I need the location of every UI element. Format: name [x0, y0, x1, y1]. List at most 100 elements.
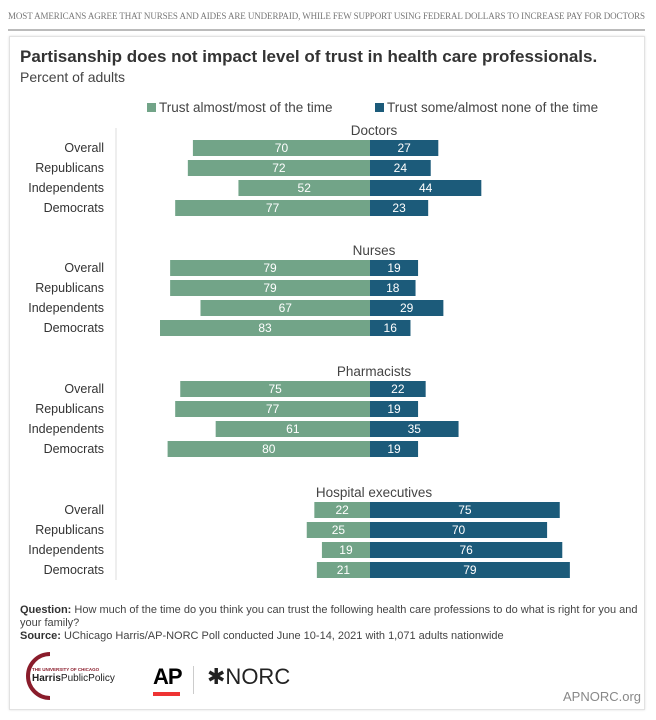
bar-distrust [370, 421, 459, 437]
bar-distrust [370, 200, 429, 216]
bar-distrust [370, 180, 482, 196]
category-label: Republicans [35, 161, 104, 175]
data-label: 83 [258, 321, 272, 335]
bar-distrust [370, 140, 439, 156]
chart-title: Partisanship does not impact level of tr… [20, 47, 598, 66]
category-label: Overall [64, 141, 104, 155]
data-label: 22 [335, 503, 349, 517]
data-label: 29 [400, 301, 414, 315]
svg-text:HarrisPublicPolicy: HarrisPublicPolicy [32, 673, 115, 684]
banner: MOST AMERICANS AGREE THAT NURSES AND AID… [8, 11, 645, 21]
legend-label: Trust some/almost none of the time [387, 100, 599, 115]
logo-divider [193, 666, 194, 694]
data-label: 77 [266, 402, 280, 416]
bar-distrust [370, 401, 419, 417]
divider [8, 29, 645, 31]
bar-trust [238, 180, 370, 196]
bar-distrust [370, 260, 419, 276]
legend-swatch [375, 103, 384, 112]
bar-trust [170, 260, 370, 276]
category-label: Democrats [44, 563, 104, 577]
category-label: Independents [28, 543, 104, 557]
bar-trust [187, 160, 370, 176]
group-label: Doctors [351, 123, 398, 138]
chart-plot: Doctors Overall 70 27 Republicans 72 24 Indepen… [28, 123, 570, 580]
bar-trust [306, 522, 370, 538]
category-label: Overall [64, 261, 104, 275]
data-label: 75 [458, 503, 472, 517]
bar-trust [314, 502, 370, 518]
bar-trust [170, 280, 370, 296]
data-label: 75 [268, 382, 282, 396]
data-label: 18 [386, 281, 400, 295]
data-label: 70 [275, 141, 289, 155]
legend-distrust: Trust some/almost none of the time [375, 100, 598, 115]
bar-trust [316, 562, 370, 578]
question-note: Question: How much of the time do you th… [20, 604, 638, 629]
category-label: Independents [28, 301, 104, 315]
data-label: 19 [387, 261, 401, 275]
bar-trust [180, 381, 370, 397]
data-label: 80 [262, 442, 276, 456]
group-label: Hospital executives [316, 485, 433, 500]
bar-distrust [370, 280, 416, 296]
bar-distrust [370, 441, 419, 457]
data-label: 35 [408, 422, 422, 436]
harris-logo: THE UNIVERSITY OF CHICAGO HarrisPublicPo… [26, 652, 115, 700]
data-label: 22 [391, 382, 405, 396]
data-label: 67 [279, 301, 293, 315]
data-label: 77 [266, 201, 280, 215]
data-label: 21 [337, 563, 351, 577]
source-url: APNORC.org [563, 689, 642, 704]
data-label: 44 [419, 181, 433, 195]
bar-distrust [370, 542, 563, 558]
bar-distrust [370, 522, 548, 538]
category-label: Independents [28, 181, 104, 195]
bar-trust [215, 421, 370, 437]
chart-card [9, 36, 645, 710]
category-label: Overall [64, 503, 104, 517]
bar-distrust [370, 160, 431, 176]
data-label: 19 [339, 543, 353, 557]
data-label: 72 [272, 161, 286, 175]
svg-text:THE UNIVERSITY OF CHICAGO: THE UNIVERSITY OF CHICAGO [32, 667, 100, 672]
bar-trust [160, 320, 370, 336]
bar-trust [175, 401, 370, 417]
category-label: Democrats [44, 321, 104, 335]
data-label: 79 [263, 281, 277, 295]
chart-subtitle: Percent of adults [20, 69, 126, 85]
bar-distrust [370, 502, 560, 518]
group-label: Pharmacists [337, 364, 412, 379]
bar-trust [175, 200, 370, 216]
category-label: Republicans [35, 402, 104, 416]
data-label: 25 [332, 523, 346, 537]
data-label: 70 [452, 523, 466, 537]
ap-logo: AP [153, 664, 183, 689]
category-label: Overall [64, 382, 104, 396]
bar-trust [200, 300, 370, 316]
data-label: 19 [387, 402, 401, 416]
bar-trust [192, 140, 370, 156]
norc-logo: ✱NORC [207, 664, 291, 689]
category-label: Democrats [44, 201, 104, 215]
legend-label: Trust almost/most of the time [159, 100, 333, 115]
data-label: 19 [387, 442, 401, 456]
data-label: 79 [263, 261, 277, 275]
bar-distrust [370, 300, 444, 316]
data-label: 76 [459, 543, 473, 557]
source-note: Source: UChicago Harris/AP-NORC Poll con… [20, 630, 504, 642]
bar-trust [321, 542, 370, 558]
data-label: 23 [392, 201, 406, 215]
data-label: 27 [397, 141, 411, 155]
bar-distrust [370, 562, 570, 578]
data-label: 61 [286, 422, 300, 436]
data-label: 24 [394, 161, 408, 175]
data-label: 52 [298, 181, 312, 195]
group-label: Nurses [353, 243, 396, 258]
category-label: Democrats [44, 442, 104, 456]
legend-trust: Trust almost/most of the time [147, 100, 333, 115]
category-label: Republicans [35, 523, 104, 537]
data-label: 16 [384, 321, 398, 335]
data-label: 79 [463, 563, 477, 577]
bar-distrust [370, 320, 411, 336]
